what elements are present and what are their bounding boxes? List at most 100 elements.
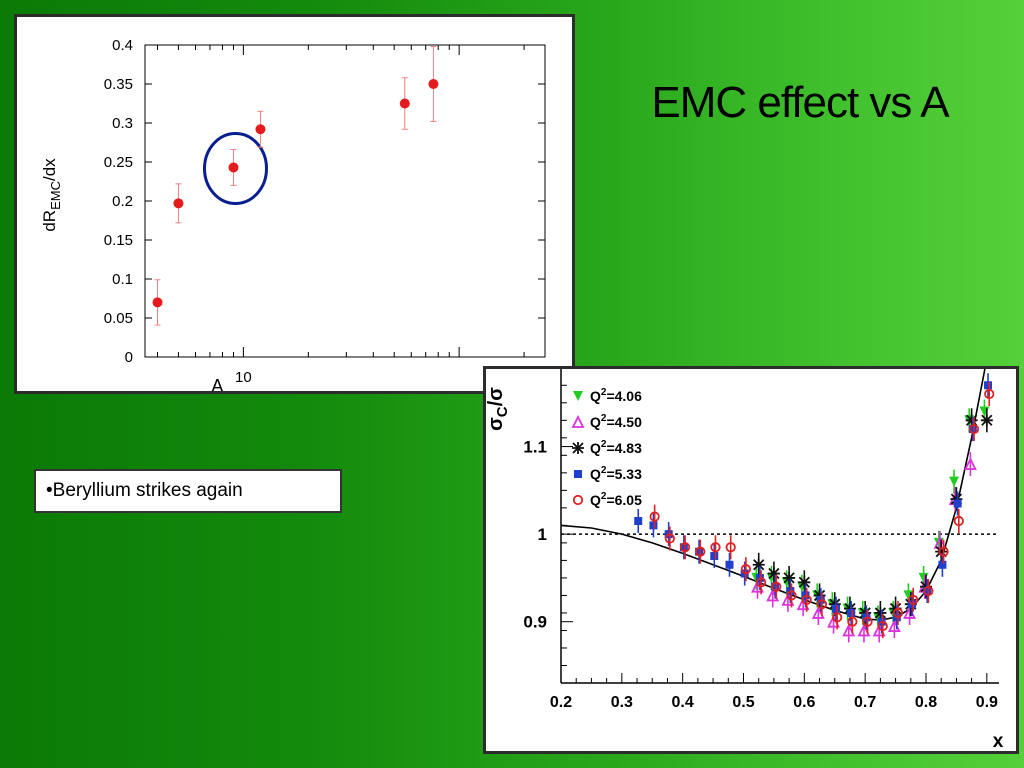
- data-point: [399, 98, 410, 109]
- y-tick-label: 0.9: [523, 613, 547, 632]
- x-tick-label: 0.6: [793, 694, 815, 711]
- x-axis-label: A: [211, 376, 223, 391]
- x-tick-label: 0.2: [550, 694, 572, 711]
- x-tick-label: 0.4: [672, 694, 694, 711]
- data-point: [152, 297, 163, 308]
- data-point: [892, 607, 904, 619]
- data-point: [968, 423, 980, 435]
- data-point: [771, 581, 782, 592]
- data-point: [938, 546, 949, 557]
- data-point: [710, 542, 721, 553]
- legend-marker: [573, 391, 583, 401]
- data-point: [984, 381, 993, 390]
- y-tick-label: 0.05: [104, 310, 133, 327]
- data-point: [767, 567, 780, 580]
- data-point: [923, 585, 934, 597]
- x-tick-label: 0.3: [611, 694, 633, 711]
- x-axis-label: x: [993, 731, 1004, 751]
- data-point: [798, 576, 811, 589]
- data-point: [428, 79, 439, 89]
- data-point: [874, 606, 887, 619]
- legend-marker: [572, 494, 584, 506]
- data-point: [783, 571, 796, 584]
- y-axis-label: σC/σ: [486, 387, 511, 431]
- plot-frame: [144, 44, 546, 358]
- y-tick-label: 0.2: [112, 193, 133, 210]
- data-point: [908, 594, 919, 605]
- y-tick-label: 0.25: [104, 154, 133, 171]
- data-point: [877, 620, 888, 632]
- bullet-box: •Beryllium strikes again: [34, 469, 342, 513]
- data-point: [634, 517, 643, 525]
- x-tick-label: 0.8: [915, 694, 937, 711]
- legend-label: Q2=6.05: [590, 491, 642, 508]
- data-point: [695, 546, 706, 557]
- y-tick-label: 0.1: [112, 271, 133, 288]
- data-point: [255, 124, 266, 135]
- bullet-marker: •: [46, 480, 53, 501]
- data-point: [832, 612, 843, 623]
- data-point: [811, 605, 825, 619]
- data-point: [801, 594, 812, 605]
- legend-label: Q2=4.50: [590, 413, 642, 430]
- x-tick-label: 0.9: [976, 694, 998, 711]
- y-tick-label: 0.3: [112, 115, 133, 132]
- carbon-ratio-chart: 0.2 0.3 0.4 0.5 0.6 0.7 0.8 0.9 x 0.9 1 1.1 σC/σ Q2=4…: [486, 369, 1004, 751]
- data-point: [847, 616, 858, 627]
- x-tick-label: 10: [235, 369, 252, 386]
- data-point: [816, 599, 828, 610]
- data-point: [950, 493, 963, 506]
- legend-label: Q2=5.33: [590, 465, 642, 482]
- data-point: [740, 564, 751, 575]
- data-point: [771, 582, 780, 591]
- data-point: [828, 598, 841, 611]
- slide-title: EMC effect vs A: [651, 78, 949, 127]
- data-point: [843, 602, 856, 615]
- data-point: [173, 198, 184, 209]
- y-tick-label: 0.35: [104, 76, 133, 93]
- data-point: [831, 604, 840, 613]
- data-point: [935, 545, 948, 558]
- data-point: [968, 425, 977, 434]
- y-tick-label: 0.4: [112, 37, 133, 54]
- data-point: [847, 608, 856, 617]
- data-point: [756, 577, 767, 588]
- data-point: [938, 560, 947, 569]
- data-point: [980, 414, 993, 427]
- data-point: [857, 623, 871, 637]
- y-tick-label: 1: [538, 525, 547, 544]
- data-point: [649, 521, 658, 530]
- data-point: [725, 560, 734, 569]
- legend-marker: [572, 442, 584, 454]
- data-point: [933, 535, 947, 549]
- legend-label: Q2=4.83: [590, 439, 642, 456]
- legend-label: Q2=4.06: [590, 387, 642, 404]
- data-point: [953, 499, 962, 508]
- bullet-text: Beryllium strikes again: [52, 480, 243, 501]
- data-point: [859, 606, 872, 619]
- data-point: [679, 543, 688, 552]
- data-point: [923, 587, 932, 596]
- y-tick-label: 1.1: [523, 438, 547, 457]
- data-point: [679, 542, 691, 553]
- plot-area: [634, 373, 995, 643]
- data-point: [710, 552, 719, 561]
- legend: Q2=4.06 Q2=4.50 Q2=4.83 Q2=5.33 Q2=6.05: [571, 387, 642, 508]
- carbon-ratio-chart-panel: 0.2 0.3 0.4 0.5 0.6 0.7 0.8 0.9 x 0.9 1 1.1 σC/σ Q2=4…: [483, 366, 1019, 754]
- data-point: [752, 558, 765, 571]
- x-tick-label: 0.5: [732, 694, 754, 711]
- data-point: [979, 406, 990, 417]
- data-point: [664, 533, 675, 544]
- highlight-circle: [203, 131, 269, 205]
- legend-marker: [571, 414, 585, 428]
- data-point: [695, 547, 704, 556]
- x-tick-label: 0.7: [854, 694, 876, 711]
- data-point: [862, 616, 873, 627]
- data-point: [725, 542, 736, 553]
- data-point: [984, 388, 995, 400]
- data-point: [842, 623, 856, 637]
- data-point: [649, 511, 660, 522]
- data-point: [786, 590, 797, 601]
